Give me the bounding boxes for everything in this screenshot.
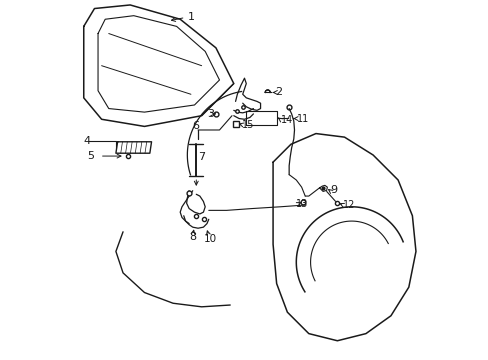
- Text: 6: 6: [192, 121, 199, 131]
- Text: 10: 10: [203, 234, 216, 244]
- Text: 1: 1: [187, 13, 194, 22]
- Text: 12: 12: [342, 200, 354, 210]
- Text: 14: 14: [281, 115, 293, 125]
- Text: 13: 13: [296, 199, 308, 209]
- Text: 2: 2: [274, 87, 282, 98]
- Text: 4: 4: [83, 136, 91, 147]
- Text: 11: 11: [297, 113, 309, 123]
- Text: 15: 15: [241, 120, 253, 130]
- Text: 8: 8: [189, 232, 196, 242]
- Text: 9: 9: [329, 185, 337, 195]
- Text: 7: 7: [198, 152, 205, 162]
- Text: 3: 3: [206, 109, 214, 119]
- Text: 5: 5: [87, 151, 94, 161]
